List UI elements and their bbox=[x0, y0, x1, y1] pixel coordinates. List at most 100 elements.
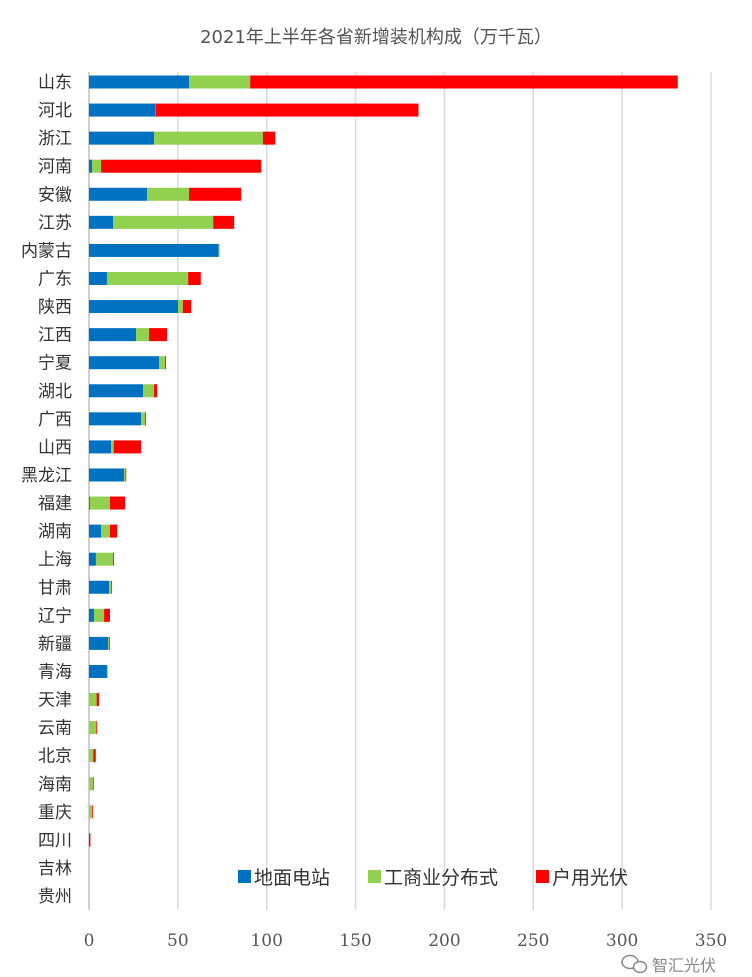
legend-label-commercial: 工商业分布式 bbox=[384, 867, 498, 889]
category-label: 广东 bbox=[38, 269, 72, 289]
bar-segment bbox=[141, 412, 145, 426]
category-labels: 山东河北浙江河南安徽江苏内蒙古广东陕西江西宁夏湖北广西山西黑龙江福建湖南上海甘肃… bbox=[21, 73, 72, 907]
category-label: 河南 bbox=[38, 157, 72, 177]
bar-segment bbox=[143, 384, 155, 398]
bar-segment bbox=[89, 636, 109, 650]
bar-segment bbox=[149, 328, 168, 342]
category-label: 江西 bbox=[38, 326, 72, 346]
x-tick-label: 200 bbox=[428, 931, 460, 951]
legend-swatch-ground bbox=[238, 870, 251, 883]
x-tick-label: 50 bbox=[167, 931, 189, 951]
legend-label-ground: 地面电站 bbox=[254, 867, 330, 889]
bar-segment bbox=[106, 664, 108, 678]
bar-segment bbox=[89, 524, 102, 538]
bar-segment bbox=[89, 328, 137, 342]
bar-segment bbox=[93, 608, 105, 622]
bar-segment bbox=[154, 384, 158, 398]
category-label: 辽宁 bbox=[38, 606, 72, 626]
category-label: 北京 bbox=[38, 747, 72, 767]
bar-segment bbox=[124, 468, 126, 482]
category-label: 福建 bbox=[38, 494, 72, 514]
bar-segment bbox=[101, 159, 262, 173]
category-label: 海南 bbox=[38, 775, 72, 795]
bars bbox=[89, 75, 678, 847]
bar-segment bbox=[154, 131, 263, 145]
bar-segment bbox=[109, 636, 110, 650]
bar-segment bbox=[218, 243, 220, 257]
bar-segment bbox=[92, 805, 93, 819]
bar-segment bbox=[89, 496, 90, 510]
bar-segment bbox=[125, 468, 127, 482]
bar-segment bbox=[165, 356, 166, 370]
category-label: 浙江 bbox=[38, 129, 72, 149]
gridlines bbox=[88, 72, 712, 910]
bar-segment bbox=[89, 131, 155, 145]
bar-segment bbox=[250, 75, 678, 89]
bar-segment bbox=[89, 777, 93, 791]
category-label: 湖南 bbox=[38, 522, 72, 542]
bar-segment bbox=[136, 328, 150, 342]
category-label: 江苏 bbox=[38, 213, 72, 233]
bar-segment bbox=[89, 749, 94, 763]
category-label: 黑龙江 bbox=[21, 466, 72, 486]
bar-segment bbox=[189, 75, 251, 89]
bar-segment bbox=[89, 215, 113, 229]
bar-segment bbox=[262, 131, 276, 145]
x-tick-label: 150 bbox=[339, 931, 371, 951]
category-label: 安徽 bbox=[38, 185, 72, 205]
bar-segment bbox=[112, 552, 114, 566]
watermark-text: 智汇光伏 bbox=[652, 956, 716, 975]
bar-segment bbox=[147, 187, 190, 201]
bar-segment bbox=[89, 356, 160, 370]
bar-segment bbox=[89, 721, 97, 735]
category-label: 甘肃 bbox=[38, 578, 72, 598]
bar-segment bbox=[89, 384, 144, 398]
bar-segment bbox=[96, 693, 99, 707]
bar-segment bbox=[101, 524, 110, 538]
bar-segment bbox=[109, 580, 112, 594]
category-label: 贵州 bbox=[38, 887, 72, 907]
bar-segment bbox=[111, 440, 114, 454]
bar-segment bbox=[213, 215, 235, 229]
bar-segment bbox=[144, 412, 146, 426]
watermark: 智汇光伏 bbox=[621, 954, 716, 975]
category-label: 吉林 bbox=[38, 859, 72, 879]
bar-segment bbox=[89, 496, 110, 510]
category-label: 湖北 bbox=[38, 382, 72, 402]
bar-segment bbox=[95, 552, 113, 566]
bar-segment bbox=[111, 580, 112, 594]
bar-segment bbox=[189, 187, 242, 201]
x-tick-label: 100 bbox=[250, 931, 282, 951]
bar-segment bbox=[89, 103, 156, 117]
legend-label-residential: 户用光伏 bbox=[552, 867, 628, 889]
bar-segment bbox=[89, 664, 107, 678]
bar-segment bbox=[112, 215, 214, 229]
category-label: 云南 bbox=[38, 719, 72, 739]
bar-segment bbox=[89, 271, 107, 285]
bar-segment bbox=[182, 300, 192, 314]
bar-segment bbox=[89, 608, 94, 622]
category-label: 陕西 bbox=[38, 298, 72, 318]
legend: 地面电站 工商业分布式 户用光伏 bbox=[238, 867, 628, 889]
bar-segment bbox=[109, 524, 118, 538]
category-label: 重庆 bbox=[38, 803, 72, 823]
x-tick-label: 0 bbox=[84, 931, 95, 951]
legend-swatch-residential bbox=[536, 870, 549, 883]
bar-segment bbox=[104, 608, 110, 622]
bar-segment bbox=[89, 159, 93, 173]
bar-segment bbox=[109, 496, 126, 510]
category-label: 青海 bbox=[38, 662, 72, 682]
bar-segment bbox=[106, 271, 189, 285]
bar-segment bbox=[89, 580, 110, 594]
bar-segment bbox=[96, 721, 98, 735]
bar-segment bbox=[113, 440, 142, 454]
category-label: 新疆 bbox=[38, 634, 72, 654]
category-label: 广西 bbox=[38, 410, 72, 430]
bar-segment bbox=[89, 552, 96, 566]
x-tick-label: 250 bbox=[517, 931, 549, 951]
category-label: 内蒙古 bbox=[21, 241, 72, 261]
bar-segment bbox=[89, 468, 125, 482]
bar-segment bbox=[188, 271, 201, 285]
bar-segment bbox=[89, 412, 142, 426]
